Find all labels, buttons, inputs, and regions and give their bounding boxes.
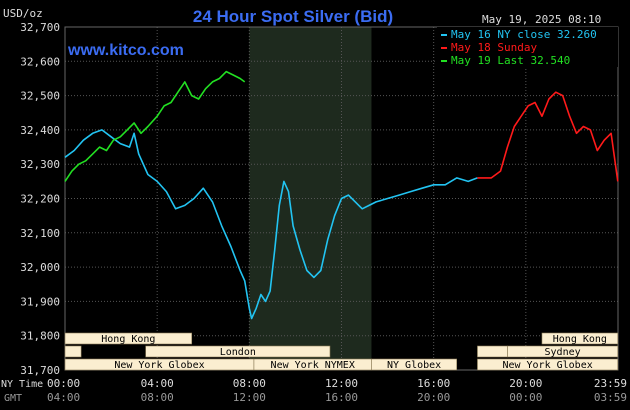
session-label: New York Globex [502,360,592,371]
y-tick-label: 31,900 [20,295,60,308]
y-tick-label: 32,600 [20,55,60,68]
trading-sessions: Hong Kong Hong Kong London Sydney New York G… [64,332,619,371]
gmt-label: GMT [4,393,22,404]
session-bar [477,358,619,371]
x-tick-gmt: 00:00 [509,391,542,404]
x-tick-gmt: 16:00 [325,391,358,404]
x-tick-ny: 08:00 [233,377,266,390]
session-label: New York Globex [114,360,204,371]
x-tick-ny: 23:59 [594,377,627,390]
session-bar [145,345,331,358]
x-tick-gmt: 04:00 [47,391,80,404]
y-tick-label: 31,800 [20,330,60,343]
session-bar [64,345,82,358]
y-tick-label: 31,700 [20,364,60,377]
y-tick-label: 32,400 [20,124,60,137]
legend-entry: May 16 NY close 32.260 [451,28,597,41]
timestamp: May 19, 2025 08:10 [482,13,601,26]
x-tick-ny: 04:00 [141,377,174,390]
session-label: Hong Kong [553,334,607,345]
y-tick-label: 32,700 [20,21,60,34]
series-line-0 [64,129,478,320]
session-bar [371,358,458,371]
session-label: New York NYMEX [271,360,355,371]
session-label: NY Globex [387,360,441,371]
ny-time-label: NY Time [1,379,43,390]
session-bar [64,332,193,345]
legend-box [437,27,618,67]
y-tick-label: 32,300 [20,158,60,171]
session-bar [477,345,508,358]
x-tick-gmt: 08:00 [141,391,174,404]
y-axis-unit: USD/oz [3,7,43,20]
x-tick-ny: 00:00 [47,377,80,390]
y-tick-label: 32,500 [20,90,60,103]
y-axis-ticks: 31,700 31,800 31,900 32,000 32,100 32,200 32,3… [20,21,60,377]
series-line-1 [477,91,619,182]
x-tick-gmt: 20:00 [417,391,450,404]
x-tick-gmt: 12:00 [233,391,266,404]
session-bar [541,332,619,345]
brand-watermark: www.kitco.com [67,42,184,59]
chart-title: 24 Hour Spot Silver (Bid) [193,7,393,26]
session-label: London [220,347,256,358]
series-line-2 [64,70,246,182]
legend-entry: May 19 Last 32.540 [451,54,570,67]
x-axis-ticks: 00:0004:0004:0008:0008:0012:0012:0016:00… [47,377,627,404]
y-tick-label: 32,100 [20,227,60,240]
x-tick-ny: 20:00 [509,377,542,390]
x-tick-ny: 12:00 [325,377,358,390]
legend-entry: May 18 Sunday [451,41,537,54]
session-label: Sydney [545,347,581,358]
y-tick-label: 32,000 [20,261,60,274]
session-label: Hong Kong [101,334,155,345]
price-lines [64,70,619,320]
x-tick-ny: 16:00 [417,377,450,390]
x-tick-gmt: 03:59 [594,391,627,404]
y-tick-label: 32,200 [20,193,60,206]
